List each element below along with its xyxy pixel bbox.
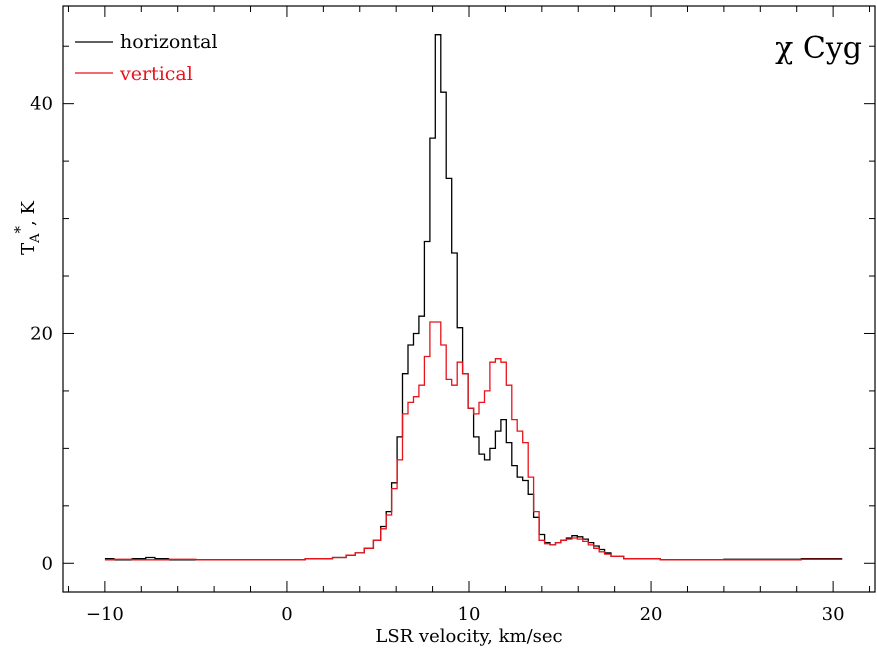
- y-axis-label-subscript: A: [28, 233, 43, 244]
- x-axis-label: LSR velocity, km/sec: [375, 626, 562, 647]
- chart-title: χ Cyg: [775, 31, 862, 66]
- plot-frame: [62, 5, 876, 593]
- series-line-vertical: [104, 321, 843, 561]
- y-tick-label: 0: [42, 553, 53, 574]
- y-axis-label: TA*, K: [11, 201, 43, 255]
- x-tick-label: 0: [281, 604, 292, 625]
- legend-label-horizontal: horizontal: [120, 31, 218, 53]
- x-tick-label: 30: [822, 604, 845, 625]
- x-tick-label: 20: [640, 604, 663, 625]
- series-line-horizontal: [104, 34, 843, 561]
- tick-labels: −10 0 10 20 30 0 20 40: [30, 94, 844, 625]
- x-tick-label: −10: [86, 604, 124, 625]
- y-tick-label: 20: [30, 323, 53, 344]
- svg-text:TA*, K: TA*, K: [11, 201, 43, 255]
- tick-marks: [63, 6, 875, 592]
- series-lines: [104, 34, 843, 561]
- legend: horizontal vertical: [75, 31, 218, 85]
- y-axis-label-superscript: *: [11, 225, 29, 233]
- legend-label-vertical: vertical: [119, 63, 193, 85]
- x-tick-label: 10: [458, 604, 481, 625]
- y-tick-label: 40: [30, 94, 53, 115]
